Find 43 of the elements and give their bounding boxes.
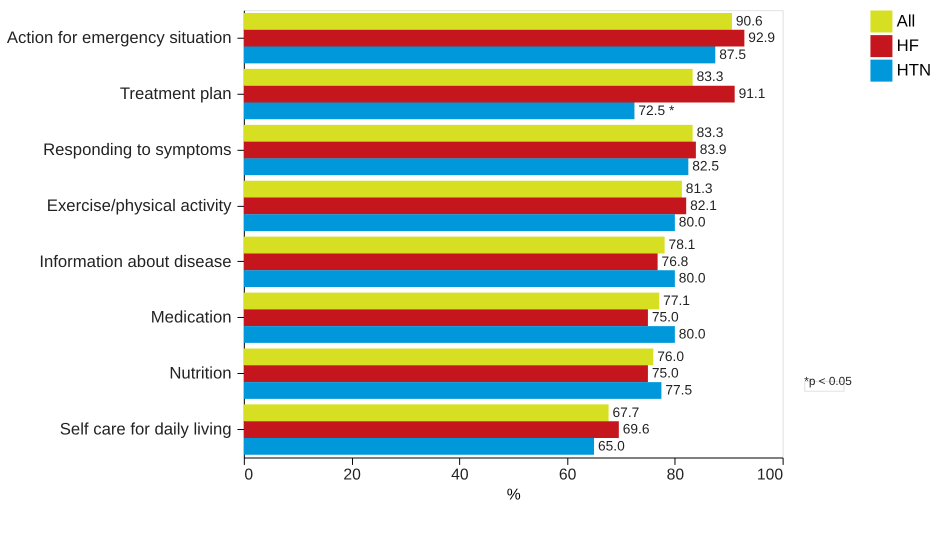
y-tick-label: Information about disease <box>39 252 232 271</box>
data-label: 92.9 <box>748 30 776 46</box>
data-label: 80.0 <box>678 270 706 286</box>
text: *p < 0.05 <box>804 374 852 388</box>
data-label: 91.1 <box>738 86 766 102</box>
data-label: 82.5 <box>692 158 720 174</box>
legend-label: HTN <box>896 60 931 80</box>
y-tick-label: Medication <box>150 308 232 327</box>
data-label: 77.5 <box>665 382 692 398</box>
data-label: 65.0 <box>598 438 626 454</box>
y-tick-label: Action for emergency situation <box>6 28 232 48</box>
data-label: 83.9 <box>700 142 727 157</box>
data-label: 87.5 <box>719 46 746 62</box>
y-tick-label: Treatment plan <box>120 84 232 103</box>
data-label: 81.3 <box>686 181 713 196</box>
y-tick-label: Self care for daily living <box>60 420 232 439</box>
y-tick-label: Responding to symptoms <box>43 140 232 159</box>
x-tick-label: 80 <box>666 466 684 484</box>
data-label: 78.1 <box>668 236 696 252</box>
data-label: 75.0 <box>652 310 679 325</box>
data-label: 69.6 <box>622 422 650 437</box>
data-label: 76.8 <box>662 254 689 269</box>
data-label: 75.0 <box>652 366 679 381</box>
data-label: 90.6 <box>736 13 764 28</box>
legend-label: All <box>896 11 916 30</box>
y-tick-label: Nutrition <box>169 364 232 383</box>
data-label: 80.0 <box>678 326 706 342</box>
data-label: 82.1 <box>690 198 717 213</box>
data-label: 83.3 <box>696 69 724 84</box>
data-label: 76.0 <box>657 348 684 364</box>
x-tick-label: 60 <box>558 466 577 484</box>
data-label: 83.3 <box>696 125 724 140</box>
x-tick-label: 100 <box>756 466 784 484</box>
legend-label: HF <box>896 36 919 56</box>
data-label: 67.7 <box>612 404 640 420</box>
x-tick-label: 20 <box>343 466 362 484</box>
data-label: 72.5 * <box>638 102 675 118</box>
x-tick-label: 0 <box>244 466 254 484</box>
x-tick-label: 40 <box>451 466 469 484</box>
data-label: 80.0 <box>678 214 706 230</box>
data-label: 77.1 <box>663 292 690 308</box>
x-axis-title: % <box>506 486 521 504</box>
y-tick-label: Exercise/physical activity <box>46 196 232 215</box>
